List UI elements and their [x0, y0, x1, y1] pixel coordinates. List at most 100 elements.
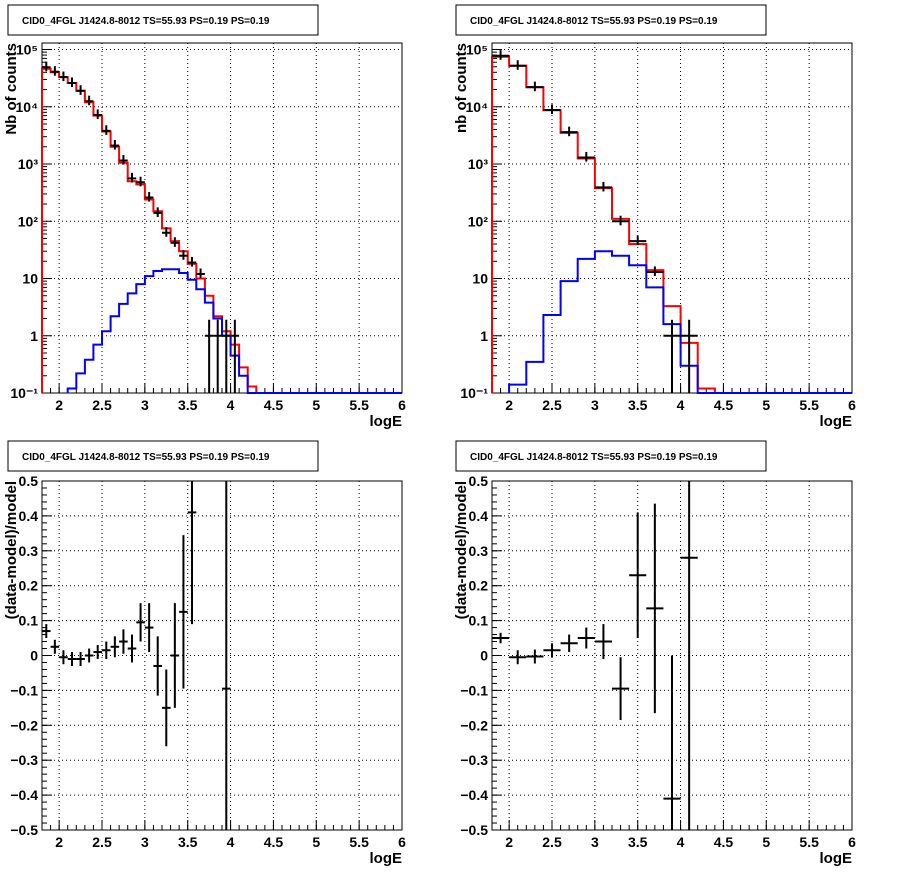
y-tick-label: 0 — [480, 648, 488, 664]
y-tick-label: 10² — [468, 213, 489, 229]
x-tick-label: 6 — [398, 834, 406, 850]
y-tick-label: 0.2 — [469, 578, 489, 594]
chart-title: CID0_4FGL J1424.8-8012 TS=55.93 PS=0.19 … — [470, 452, 718, 463]
x-tick-label: 4 — [677, 397, 685, 413]
residual-point — [84, 648, 94, 663]
data-point — [663, 319, 681, 393]
x-tick-label: 5.5 — [349, 397, 369, 413]
plot-frame — [41, 42, 403, 394]
x-tick-label: 3 — [141, 397, 149, 413]
residual-point — [187, 481, 197, 625]
x-tick-label: 5.5 — [799, 397, 819, 413]
residual-point — [492, 632, 510, 644]
y-tick-label: 0.4 — [469, 508, 489, 524]
x-tick-label: 2 — [505, 397, 513, 413]
y-tick-label: 1 — [30, 328, 38, 344]
y-tick-label: 0.2 — [19, 578, 39, 594]
title-frame — [455, 440, 767, 472]
data-point — [629, 235, 647, 246]
y-axis-label: (data-model)/model — [3, 481, 20, 619]
data-point — [127, 172, 137, 183]
x-tick-label: 4.5 — [264, 397, 284, 413]
data-point — [594, 181, 612, 192]
x-tick-label: 3.5 — [178, 834, 198, 850]
data-point — [170, 237, 180, 247]
data-point — [67, 77, 77, 88]
x-axis-label: logE — [370, 413, 403, 430]
y-axis-label: Nb of counts — [3, 43, 20, 135]
x-axis-label: logE — [820, 850, 853, 867]
y-tick-label: 0.3 — [469, 543, 489, 559]
chart-title-box: CID0_4FGL J1424.8-8012 TS=55.93 PS=0.19 … — [7, 4, 319, 36]
residual-point — [663, 655, 681, 830]
residual-point — [560, 634, 578, 653]
y-tick-label: 10⁻¹ — [460, 385, 488, 401]
title-frame — [7, 440, 319, 472]
residual-point — [153, 636, 162, 696]
residual-point — [67, 652, 77, 666]
y-tick-label: 1 — [480, 328, 488, 344]
data-point — [612, 215, 630, 226]
data-point — [110, 140, 120, 150]
data-point — [144, 191, 154, 202]
x-tick-label: 4.5 — [714, 834, 734, 850]
data-point — [59, 71, 68, 82]
x-tick-label: 5 — [312, 397, 320, 413]
y-tick-label: 0 — [30, 648, 38, 664]
y-tick-label: −0.5 — [460, 822, 488, 838]
x-tick-label: 6 — [398, 397, 406, 413]
x-tick-label: 6 — [848, 397, 856, 413]
y-tick-label: −0.1 — [10, 682, 38, 698]
y-tick-label: 10 — [472, 271, 488, 287]
x-tick-label: 4 — [227, 397, 235, 413]
x-tick-label: 4.5 — [714, 397, 734, 413]
residual-point — [144, 603, 154, 653]
x-tick-label: 2 — [55, 397, 63, 413]
data-point — [102, 125, 111, 135]
residual-point — [162, 669, 171, 747]
data-point — [179, 250, 188, 260]
data-point — [136, 176, 145, 187]
x-axis-label: logE — [820, 413, 853, 430]
y-tick-label: 10² — [18, 213, 39, 229]
x-tick-label: 5 — [312, 834, 320, 850]
residual-point — [629, 512, 647, 639]
y-tick-label: −0.3 — [460, 752, 488, 768]
x-tick-label: 3 — [591, 397, 599, 413]
y-tick-label: 0.5 — [469, 473, 489, 489]
data-point — [84, 95, 94, 106]
title-frame — [455, 4, 767, 36]
data-point — [93, 109, 102, 119]
x-axis-label: logE — [370, 850, 403, 867]
x-tick-label: 5 — [762, 397, 770, 413]
y-tick-label: 0.3 — [19, 543, 39, 559]
data-point — [204, 319, 214, 393]
y-tick-label: 10³ — [18, 156, 39, 172]
residual-point — [50, 639, 60, 654]
residual-point — [509, 650, 527, 665]
residual-point — [179, 535, 188, 689]
title-frame — [7, 4, 319, 36]
x-tick-label: 6 — [848, 834, 856, 850]
x-tick-label: 3 — [591, 834, 599, 850]
data-point — [577, 151, 595, 162]
data-point — [76, 85, 85, 95]
chart-title: CID0_4FGL J1424.8-8012 TS=55.93 PS=0.19 … — [22, 16, 270, 27]
data-point — [492, 50, 510, 60]
data-point — [187, 257, 197, 267]
residual-point — [646, 503, 664, 714]
x-tick-label: 2 — [505, 834, 513, 850]
y-tick-label: −0.1 — [460, 682, 488, 698]
x-tick-label: 4.5 — [264, 834, 284, 850]
residual-point — [42, 624, 51, 639]
residuals-plot-right: CID0_4FGL J1424.8-8012 TS=55.93 PS=0.19 … — [453, 440, 856, 867]
data-point — [560, 126, 578, 137]
data-point — [543, 104, 561, 114]
residual-point — [93, 645, 102, 659]
data-point — [50, 66, 60, 76]
x-tick-label: 4 — [677, 834, 685, 850]
residual-point — [594, 624, 612, 659]
y-axis-label: (data-model)/model — [453, 481, 470, 619]
y-tick-label: 10³ — [468, 156, 489, 172]
residual-point — [222, 481, 231, 830]
